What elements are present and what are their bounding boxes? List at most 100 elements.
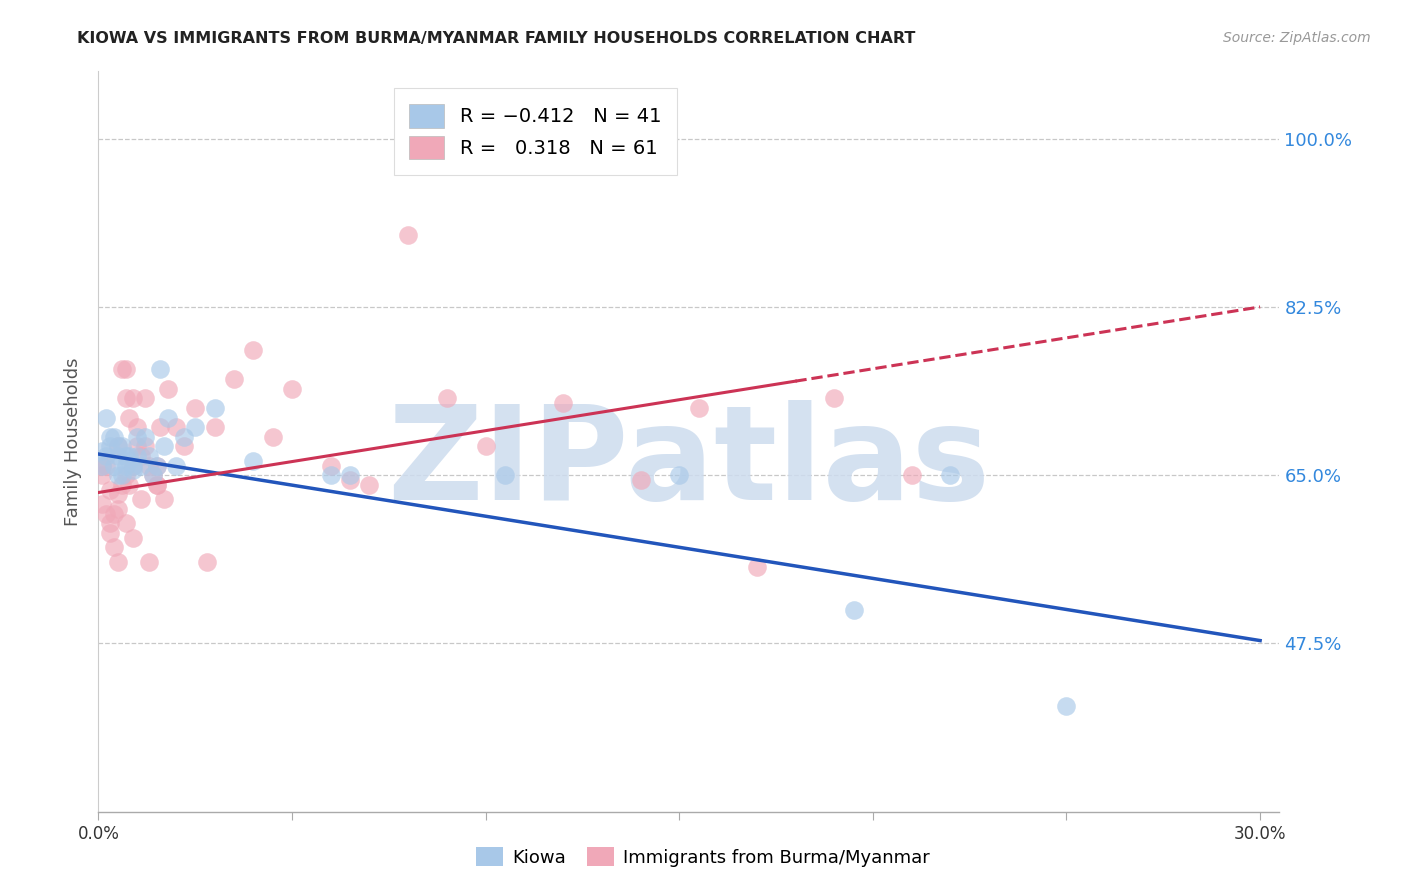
Point <box>281 382 304 396</box>
Point <box>242 454 264 468</box>
Point <box>262 430 284 444</box>
Point <box>129 492 152 507</box>
Point <box>319 458 342 473</box>
Point <box>173 439 195 453</box>
Point <box>91 458 114 473</box>
Point <box>118 478 141 492</box>
Point <box>111 439 134 453</box>
Point <box>242 343 264 358</box>
Point <box>118 454 141 468</box>
Point <box>149 362 172 376</box>
Legend: R = −0.412   N = 41, R =   0.318   N = 61: R = −0.412 N = 41, R = 0.318 N = 61 <box>394 88 676 175</box>
Point <box>138 449 160 463</box>
Point <box>396 227 419 242</box>
Point <box>823 391 845 405</box>
Point <box>114 458 136 473</box>
Point <box>129 458 152 473</box>
Point <box>103 541 125 555</box>
Point <box>96 410 118 425</box>
Point <box>127 449 149 463</box>
Text: ZIPatlas: ZIPatlas <box>388 401 990 527</box>
Point <box>91 458 114 473</box>
Point <box>153 439 176 453</box>
Point <box>111 362 134 376</box>
Point <box>339 468 361 483</box>
Point <box>122 531 145 545</box>
Point <box>359 478 381 492</box>
Point <box>134 439 156 453</box>
Point <box>103 507 125 521</box>
Point <box>91 468 114 483</box>
Point <box>153 492 176 507</box>
Point <box>184 420 207 434</box>
Point <box>138 555 160 569</box>
Point <box>142 468 165 483</box>
Point <box>165 420 187 434</box>
Point <box>98 483 121 497</box>
Point <box>107 439 129 453</box>
Point <box>111 468 134 483</box>
Point <box>107 555 129 569</box>
Point <box>118 410 141 425</box>
Point <box>114 449 136 463</box>
Point <box>900 468 922 483</box>
Point <box>842 603 865 617</box>
Point <box>111 478 134 492</box>
Point <box>494 468 516 483</box>
Point <box>114 468 136 483</box>
Point <box>122 463 145 477</box>
Point <box>157 410 180 425</box>
Point <box>745 559 768 574</box>
Point <box>195 555 218 569</box>
Point <box>127 430 149 444</box>
Point <box>107 501 129 516</box>
Point <box>1056 698 1078 713</box>
Point <box>319 468 342 483</box>
Point <box>138 458 160 473</box>
Point <box>688 401 710 415</box>
Point <box>96 449 118 463</box>
Point <box>127 439 149 453</box>
Point <box>939 468 962 483</box>
Point <box>122 391 145 405</box>
Point <box>149 420 172 434</box>
Point <box>114 362 136 376</box>
Point <box>127 420 149 434</box>
Legend: Kiowa, Immigrants from Burma/Myanmar: Kiowa, Immigrants from Burma/Myanmar <box>468 840 938 874</box>
Point <box>118 449 141 463</box>
Point <box>107 468 129 483</box>
Point <box>122 458 145 473</box>
Point <box>204 420 226 434</box>
Point <box>204 401 226 415</box>
Point <box>103 430 125 444</box>
Point <box>98 430 121 444</box>
Point <box>474 439 496 453</box>
Point <box>222 372 245 386</box>
Point <box>107 487 129 501</box>
Point <box>91 497 114 511</box>
Point <box>107 449 129 463</box>
Point <box>114 391 136 405</box>
Point <box>630 473 652 487</box>
Point <box>551 396 574 410</box>
Point <box>668 468 690 483</box>
Point <box>165 458 187 473</box>
Point <box>114 516 136 531</box>
Point <box>98 516 121 531</box>
Point <box>122 458 145 473</box>
Point <box>145 478 167 492</box>
Point <box>98 439 121 453</box>
Point <box>145 458 167 473</box>
Point <box>129 449 152 463</box>
Y-axis label: Family Households: Family Households <box>63 358 82 525</box>
Point <box>96 458 118 473</box>
Point <box>142 468 165 483</box>
Point <box>339 473 361 487</box>
Point <box>145 458 167 473</box>
Point <box>184 401 207 415</box>
Text: Source: ZipAtlas.com: Source: ZipAtlas.com <box>1223 31 1371 45</box>
Point <box>107 439 129 453</box>
Point <box>134 430 156 444</box>
Point <box>436 391 458 405</box>
Point <box>173 430 195 444</box>
